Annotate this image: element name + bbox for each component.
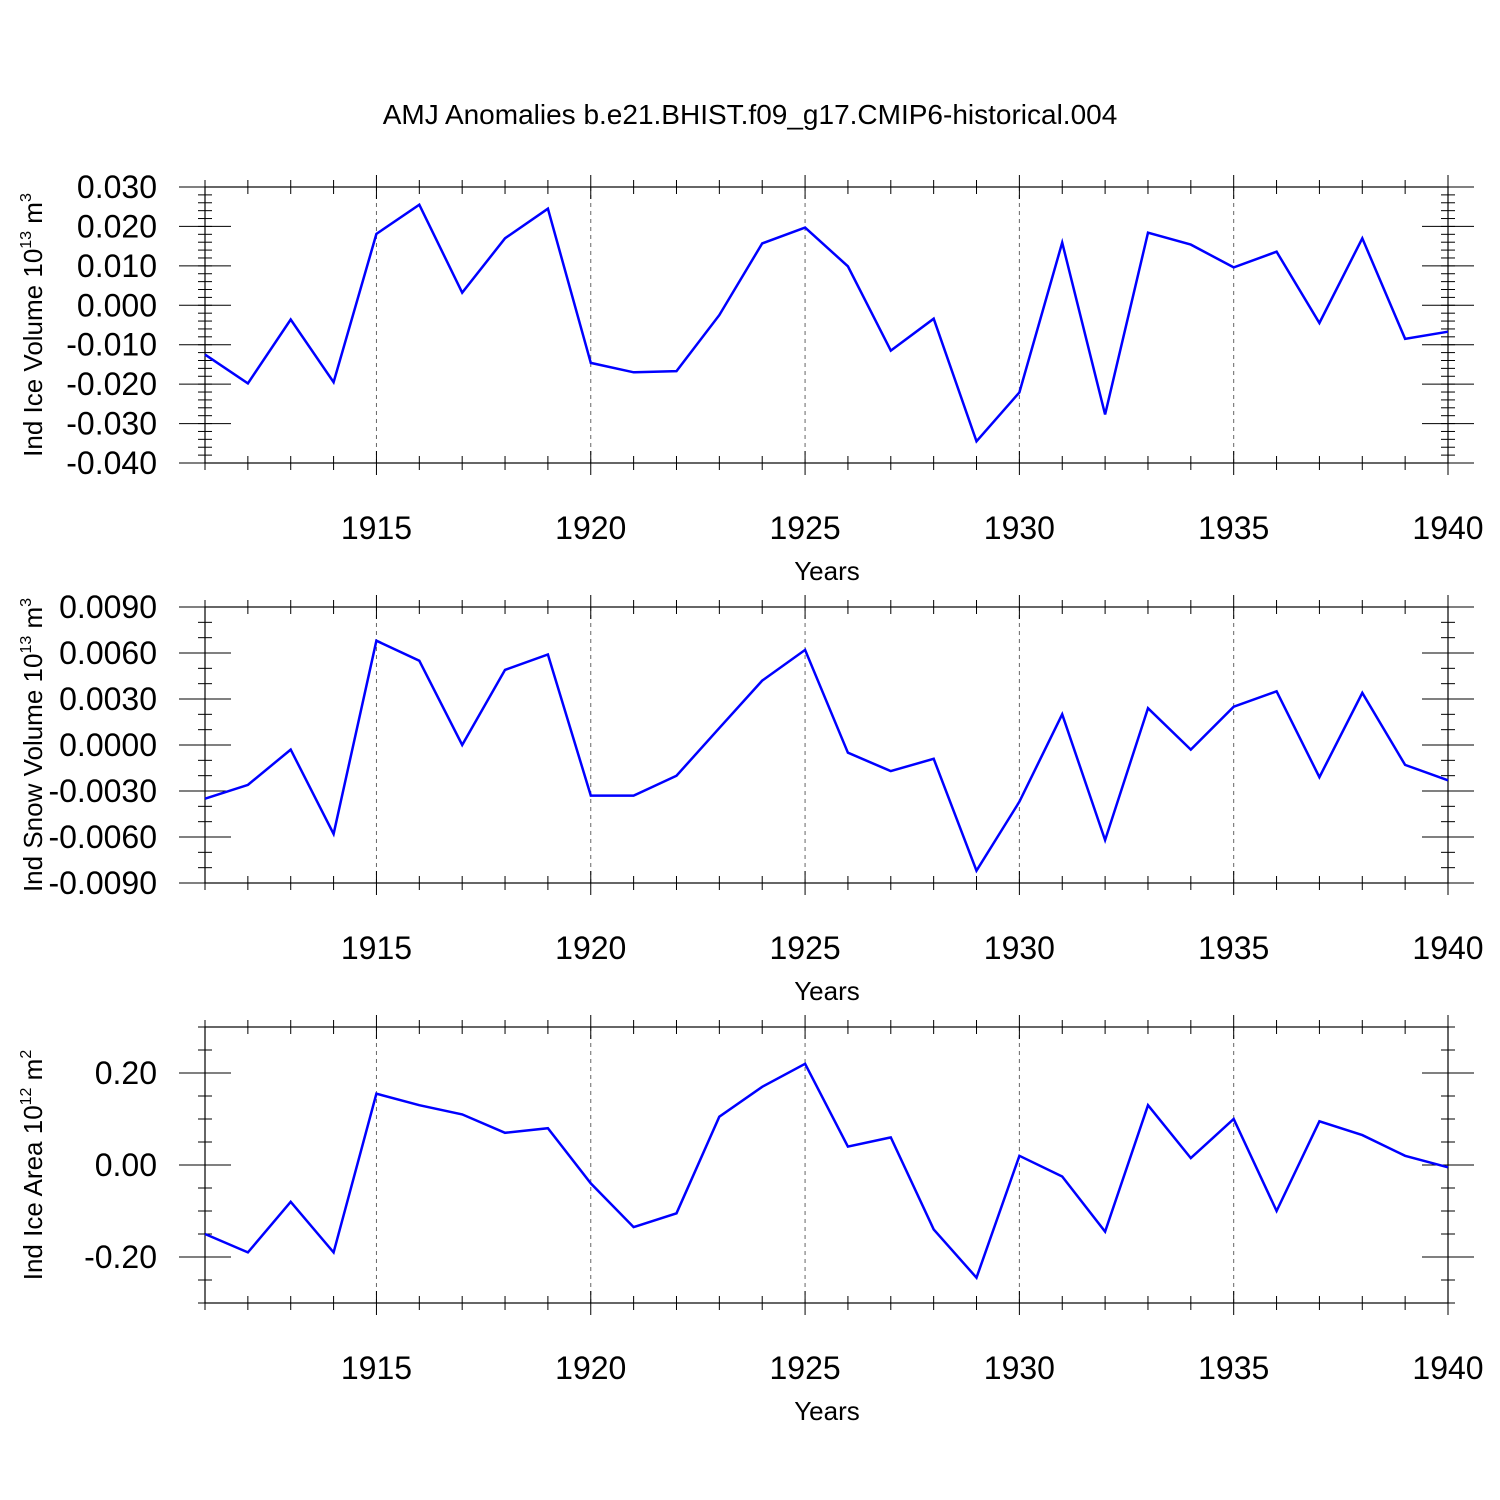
y-tick-label: -0.020 <box>66 366 157 402</box>
y-tick-label: 0.010 <box>77 248 157 284</box>
y-axis-label-unit-exponent: 3 <box>18 598 35 607</box>
x-tick-label: 1920 <box>555 510 626 546</box>
x-tick-label: 1915 <box>341 510 412 546</box>
y-tick-label: 0.00 <box>95 1147 157 1183</box>
y-tick-label: 0.020 <box>77 208 157 244</box>
x-tick-label: 1940 <box>1412 930 1483 966</box>
y-axis-label-exponent: 13 <box>18 636 35 654</box>
y-axis-label-unit: m <box>18 607 48 636</box>
series-line <box>204 202 1449 444</box>
y-tick-label: -0.0090 <box>48 865 157 901</box>
y-axis-label-prefix: Ind Ice Volume 10 <box>18 249 48 457</box>
y-tick-label: 0.0090 <box>59 589 157 625</box>
x-tick-label: 1940 <box>1412 510 1483 546</box>
x-axis-label: Years <box>794 556 860 586</box>
y-axis-label-unit: m <box>18 1059 48 1088</box>
y-tick-label: 0.20 <box>95 1055 157 1091</box>
x-tick-label: 1925 <box>769 930 840 966</box>
chart-panel-2: -0.0090 -0.0060 -0.0030 0.0000 0.0030 0.0060 0… <box>18 589 1484 1006</box>
y-axis-label-prefix: Ind Snow Volume 10 <box>18 654 48 893</box>
y-axis-label-unit-exponent: 2 <box>18 1050 35 1059</box>
x-tick-label: 1920 <box>555 930 626 966</box>
y-axis-label-unit-exponent: 3 <box>18 193 35 202</box>
y-axis-label-prefix: Ind Ice Area 10 <box>18 1105 48 1280</box>
y-tick-label: 0.0030 <box>59 681 157 717</box>
x-tick-label: 1935 <box>1198 510 1269 546</box>
x-tick-label: 1920 <box>555 1350 626 1386</box>
y-tick-label: -0.010 <box>66 327 157 363</box>
chart-panel-1: -0.040-0.030 -0.020-0.010 0.0000.010 0.0200… <box>18 169 1484 586</box>
x-tick-label: 1915 <box>341 930 412 966</box>
y-axis-label-unit: m <box>18 202 48 231</box>
y-tick-label: -0.030 <box>66 406 157 442</box>
x-tick-label: 1935 <box>1198 1350 1269 1386</box>
y-tick-label: 0.000 <box>77 287 157 323</box>
x-tick-label: 1925 <box>769 1350 840 1386</box>
x-tick-label: 1915 <box>341 1350 412 1386</box>
y-tick-label: -0.0030 <box>48 773 157 809</box>
y-tick-label: 0.0000 <box>59 727 157 763</box>
x-tick-label: 1930 <box>984 930 1055 966</box>
series-line <box>204 638 1449 874</box>
y-tick-label: 0.030 <box>77 169 157 205</box>
y-tick-label: 0.0060 <box>59 635 157 671</box>
x-tick-label: 1930 <box>984 510 1055 546</box>
y-axis-label-exponent: 13 <box>18 231 35 249</box>
y-axis-label-exponent: 12 <box>18 1087 35 1105</box>
chart-title: AMJ Anomalies b.e21.BHIST.f09_g17.CMIP6-… <box>383 99 1118 130</box>
y-tick-label: -0.20 <box>84 1239 157 1275</box>
x-axis-label: Years <box>794 1396 860 1426</box>
y-axis-label: Ind Snow Volume 1013 m3 <box>18 598 48 892</box>
y-tick-label: -0.040 <box>66 445 157 481</box>
y-tick-label: -0.0060 <box>48 819 157 855</box>
chart-panel-3: -0.20 0.00 0.20 1915 1920 1925 1930 1935 1940 Yea… <box>18 1015 1484 1426</box>
x-tick-label: 1925 <box>769 510 840 546</box>
x-tick-label: 1930 <box>984 1350 1055 1386</box>
y-axis-label: Ind Ice Area 1012 m2 <box>18 1050 48 1281</box>
x-tick-label: 1940 <box>1412 1350 1483 1386</box>
x-tick-label: 1935 <box>1198 930 1269 966</box>
y-axis-label: Ind Ice Volume 1013 m3 <box>18 193 48 457</box>
series-line <box>204 1062 1449 1281</box>
plot-frame <box>204 186 1449 464</box>
x-axis-label: Years <box>794 976 860 1006</box>
